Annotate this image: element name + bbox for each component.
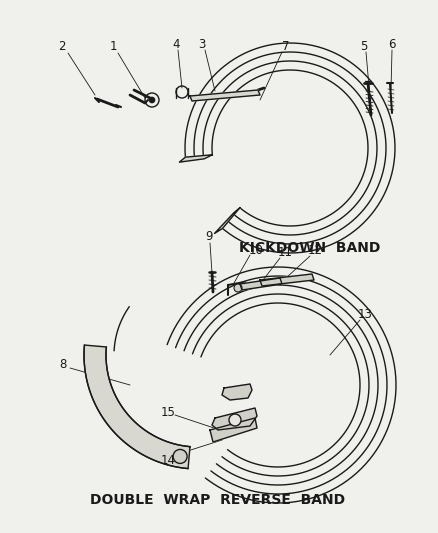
Polygon shape xyxy=(190,90,260,101)
Text: 2: 2 xyxy=(58,41,66,53)
Circle shape xyxy=(229,414,241,426)
Text: KICKDOWN  BAND: KICKDOWN BAND xyxy=(239,241,381,255)
Text: 5: 5 xyxy=(360,39,367,52)
Text: 14: 14 xyxy=(160,454,176,466)
Polygon shape xyxy=(212,408,257,430)
Circle shape xyxy=(149,97,155,103)
Text: 10: 10 xyxy=(248,244,263,256)
Text: 1: 1 xyxy=(109,41,117,53)
Polygon shape xyxy=(210,418,257,442)
Polygon shape xyxy=(260,274,314,286)
Polygon shape xyxy=(180,155,212,162)
Text: 6: 6 xyxy=(388,37,396,51)
Text: DOUBLE  WRAP  REVERSE  BAND: DOUBLE WRAP REVERSE BAND xyxy=(90,493,346,507)
Text: 11: 11 xyxy=(278,246,293,260)
Text: 15: 15 xyxy=(161,406,176,418)
Polygon shape xyxy=(215,208,240,233)
Text: 8: 8 xyxy=(59,359,67,372)
Text: 13: 13 xyxy=(357,309,372,321)
Text: 7: 7 xyxy=(282,41,290,53)
Text: 9: 9 xyxy=(205,230,213,244)
Polygon shape xyxy=(240,278,282,290)
Circle shape xyxy=(234,284,242,292)
Text: 4: 4 xyxy=(172,37,180,51)
Polygon shape xyxy=(222,384,252,400)
Polygon shape xyxy=(84,345,190,469)
Text: 12: 12 xyxy=(307,245,322,257)
Text: 3: 3 xyxy=(198,37,206,51)
Circle shape xyxy=(173,449,187,463)
